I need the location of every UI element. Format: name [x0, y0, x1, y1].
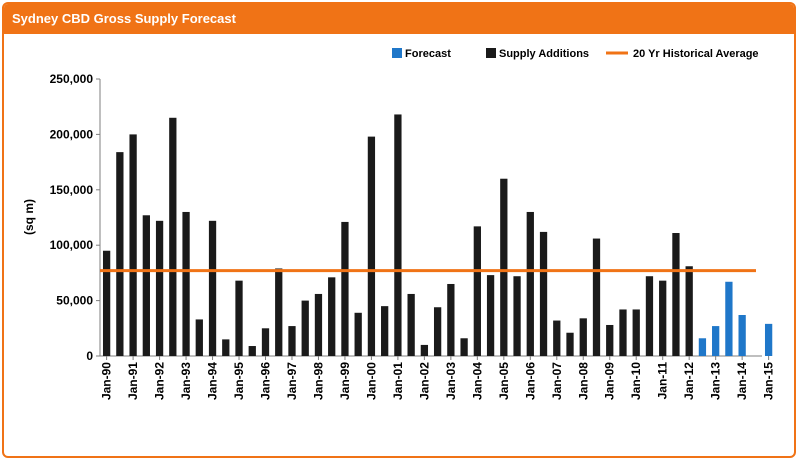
- bar-supply-additions: [182, 211, 190, 356]
- chart-title: Sydney CBD Gross Supply Forecast: [4, 4, 794, 34]
- bar-supply-additions: [208, 220, 217, 356]
- x-tick-label: Jan-95: [232, 362, 246, 400]
- x-tick-label: Jan-00: [364, 362, 378, 400]
- bar-supply-additions: [129, 134, 137, 356]
- x-tick-label: Jan-05: [497, 362, 511, 400]
- bar-supply-additions: [579, 318, 587, 356]
- x-tick-label: Jan-02: [417, 362, 431, 400]
- bar-supply-additions: [500, 178, 508, 356]
- bar-supply-additions: [433, 307, 442, 356]
- x-tick-label: Jan-92: [153, 362, 167, 400]
- bar-supply-additions: [460, 338, 468, 356]
- y-tick-label: 150,000: [50, 183, 94, 197]
- bar-forecast: [725, 281, 733, 356]
- bar-supply-additions: [314, 293, 323, 356]
- x-tick-label: Jan-11: [656, 362, 670, 400]
- bar-supply-additions: [566, 332, 574, 356]
- bar-supply-additions: [685, 266, 693, 356]
- x-tick-label: Jan-93: [179, 362, 193, 400]
- bar-supply-additions: [381, 306, 389, 356]
- y-tick-label: 100,000: [50, 238, 94, 252]
- x-tick-label: Jan-15: [762, 362, 776, 400]
- bar-supply-additions: [619, 309, 627, 356]
- x-tick-label: Jan-07: [550, 362, 564, 400]
- x-tick-label: Jan-90: [100, 362, 114, 400]
- bar-supply-additions: [102, 250, 111, 356]
- legend-label-historical-average: 20 Yr Historical Average: [633, 48, 759, 60]
- bar-forecast: [712, 326, 720, 356]
- bar-supply-additions: [606, 324, 614, 356]
- bar-supply-additions: [248, 346, 256, 356]
- x-tick-label: Jan-14: [735, 362, 749, 400]
- bar-supply-additions: [222, 339, 230, 356]
- bar-forecast: [698, 338, 707, 356]
- y-tick-label: 250,000: [50, 72, 94, 86]
- bar-supply-additions: [407, 293, 415, 356]
- bar-supply-additions: [672, 233, 680, 356]
- bar-supply-additions: [526, 211, 534, 356]
- x-tick-label: Jan-06: [523, 362, 537, 400]
- x-tick-label: Jan-99: [338, 362, 352, 400]
- y-tick-label: 200,000: [50, 127, 94, 141]
- bar-supply-additions: [486, 275, 495, 356]
- x-tick-label: Jan-97: [285, 362, 299, 400]
- x-tick-label: Jan-03: [444, 362, 458, 400]
- x-tick-label: Jan-91: [126, 362, 140, 400]
- x-tick-label: Jan-08: [576, 362, 590, 400]
- x-tick-label: Jan-13: [709, 362, 723, 400]
- x-tick-label: Jan-04: [470, 362, 484, 400]
- bar-supply-additions: [235, 280, 243, 356]
- bar-supply-additions: [261, 328, 270, 356]
- y-tick-label: 0: [86, 349, 93, 363]
- bar-supply-additions: [539, 231, 548, 356]
- bar-supply-additions: [301, 300, 309, 356]
- bar-supply-additions: [553, 320, 561, 356]
- bar-supply-additions: [367, 136, 376, 356]
- bar-supply-additions: [155, 220, 164, 356]
- x-tick-label: Jan-10: [629, 362, 643, 400]
- bar-supply-additions: [592, 238, 601, 356]
- bar-supply-additions: [394, 114, 402, 357]
- bar-supply-additions: [341, 221, 349, 356]
- bar-supply-additions: [420, 344, 429, 356]
- bar-supply-additions: [473, 226, 481, 356]
- y-tick-label: 50,000: [56, 294, 93, 308]
- legend-label-forecast: Forecast: [405, 48, 451, 60]
- x-tick-label: Jan-12: [682, 362, 696, 400]
- bar-supply-additions: [116, 152, 124, 356]
- bar-supply-additions: [195, 319, 203, 356]
- bar-forecast: [764, 323, 773, 356]
- x-tick-label: Jan-01: [391, 362, 405, 400]
- x-tick-label: Jan-98: [311, 362, 325, 400]
- x-tick-label: Jan-96: [259, 362, 273, 400]
- bar-supply-additions: [447, 283, 455, 356]
- legend-swatch-forecast: [392, 48, 402, 58]
- legend-swatch-supply-additions: [486, 48, 496, 58]
- bar-supply-additions: [513, 276, 521, 356]
- bar-supply-additions: [169, 117, 177, 356]
- bar-forecast: [738, 315, 746, 356]
- y-axis-label: (sq m): [22, 199, 36, 235]
- x-tick-label: Jan-09: [603, 362, 617, 400]
- legend-label-supply-additions: Supply Additions: [499, 48, 589, 60]
- legend: Forecast Supply Additions 20 Yr Historic…: [392, 48, 759, 60]
- bar-supply-additions: [354, 312, 362, 356]
- x-tick-label: Jan-94: [206, 362, 220, 400]
- bar-supply-additions: [659, 280, 667, 356]
- bar-supply-additions: [142, 215, 150, 356]
- bar-supply-additions: [632, 309, 640, 356]
- bar-supply-additions: [275, 268, 283, 356]
- bar-supply-additions: [645, 276, 654, 356]
- bar-supply-additions: [288, 326, 296, 356]
- bar-supply-additions: [328, 277, 336, 356]
